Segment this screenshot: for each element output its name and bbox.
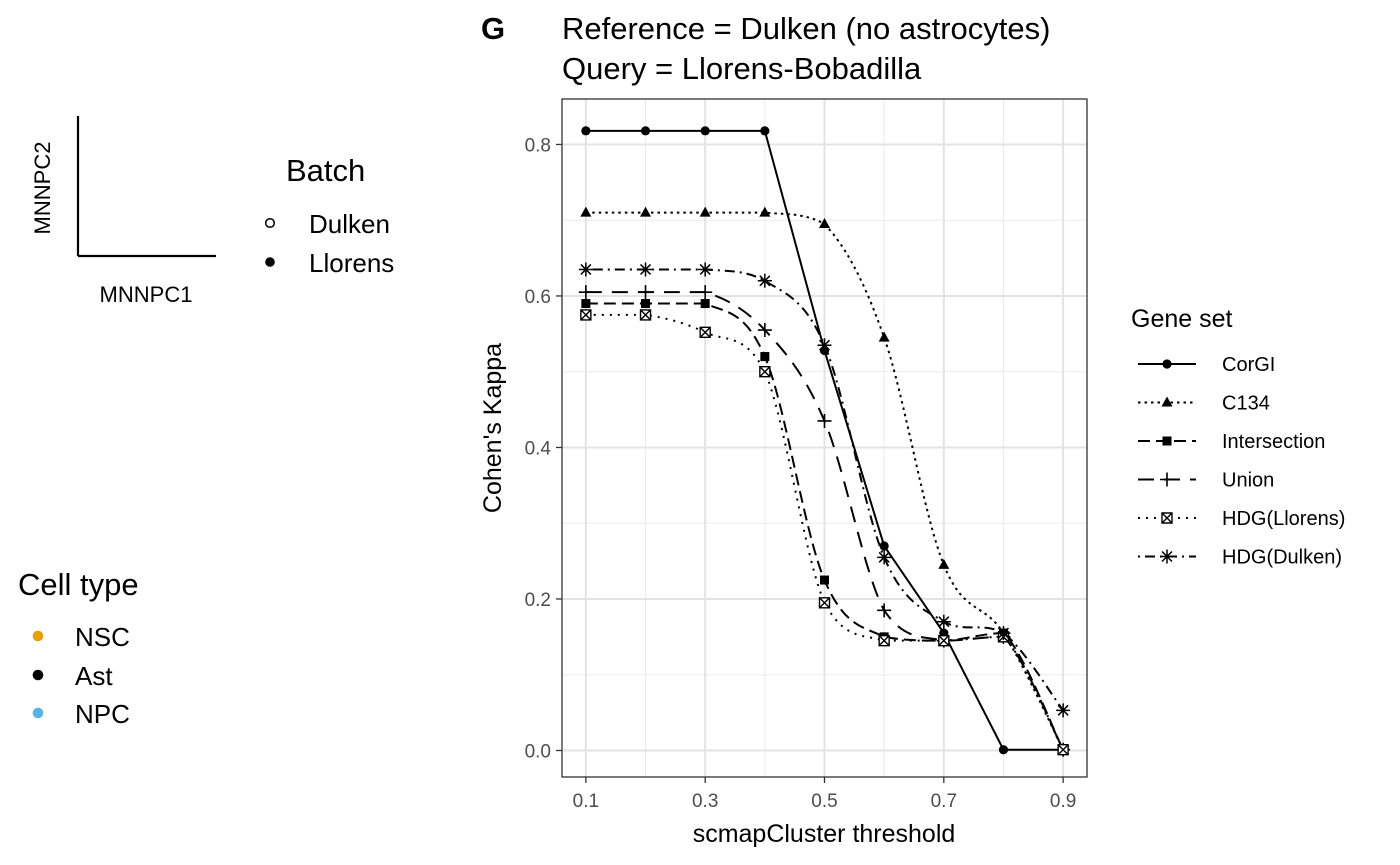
- x-axis-title: scmapCluster threshold: [693, 820, 956, 848]
- y-tick-label: 0.2: [525, 590, 551, 611]
- data-point-c134: [759, 206, 771, 217]
- data-point-hdg-dulken: [757, 273, 772, 288]
- legend-key-marker-corgi: [1162, 359, 1172, 369]
- left-axis-schematic: MNNPC1 MNNPC2: [30, 116, 216, 307]
- legend-item-union: Union: [1222, 470, 1274, 492]
- data-point-hdg-dulken: [936, 614, 951, 629]
- x-tick-label: 0.9: [1050, 791, 1076, 812]
- y-tick-label: 0.6: [525, 287, 551, 308]
- x-tick-label: 0.3: [692, 791, 718, 812]
- celltype-legend-item-ast: Ast: [75, 661, 113, 691]
- data-point-corgi: [700, 126, 710, 136]
- data-point-hdg-llorens: [580, 309, 592, 321]
- data-point-corgi: [998, 745, 1009, 755]
- data-point-intersection: [581, 299, 591, 309]
- data-point-hdg-llorens: [878, 634, 890, 647]
- ast-color-dot: [32, 669, 44, 681]
- data-point-c134: [938, 558, 950, 569]
- filled-circle-marker: [265, 257, 275, 267]
- batch-legend-item-dulken: Dulken: [309, 209, 390, 239]
- legend-item-corgi: CorGI: [1222, 354, 1275, 376]
- legend-item-hdg-llorens: HDG(Llorens): [1222, 508, 1345, 530]
- data-point-hdg-dulken: [877, 550, 892, 565]
- x-tick-label: 0.7: [931, 791, 957, 812]
- data-point-hdg-llorens: [818, 597, 831, 609]
- batch-legend-title: Batch: [286, 153, 365, 188]
- series-line-intersection: [585, 302, 1065, 751]
- data-point-c134: [699, 206, 711, 217]
- data-point-corgi: [879, 541, 889, 551]
- data-point-hdg-llorens: [1057, 744, 1069, 756]
- legend-key-marker-c134: [1161, 396, 1173, 407]
- data-point-hdg-llorens: [759, 366, 771, 378]
- legend-item-hdg-dulken: HDG(Dulken): [1222, 547, 1342, 569]
- data-point-intersection: [760, 352, 770, 362]
- gene-set-legend-title: Gene set: [1131, 305, 1233, 333]
- data-point-union: [817, 413, 832, 428]
- legend-key-marker-hdg-dulken: [1160, 549, 1174, 564]
- data-point-hdg-dulken: [1056, 703, 1071, 718]
- celltype-legend-item-nsc: NSC: [75, 622, 130, 652]
- data-point-hdg-llorens: [938, 634, 950, 647]
- x-tick-label: 0.1: [573, 791, 599, 812]
- data-point-intersection: [641, 299, 651, 309]
- panel-letter: G: [481, 11, 505, 46]
- batch-legend: Batch Dulken Llorens: [264, 153, 394, 278]
- data-point-corgi: [640, 126, 651, 136]
- data-point-union: [757, 323, 772, 338]
- data-point-c134: [580, 206, 592, 217]
- npc-color-dot: [32, 707, 44, 719]
- chart-title-line1: Reference = Dulken (no astrocytes): [562, 11, 1050, 46]
- y-tick-label: 0.4: [525, 438, 552, 459]
- left-x-axis-label: MNNPC1: [100, 282, 193, 307]
- series-line-hdg-dulken: [585, 268, 1064, 711]
- legend-key-marker-union: [1160, 472, 1174, 487]
- nsc-color-dot: [32, 630, 44, 642]
- data-point-hdg-llorens: [639, 309, 652, 321]
- chart-title-line2: Query = Llorens-Bobadilla: [562, 51, 922, 86]
- data-point-hdg-dulken: [996, 626, 1011, 641]
- y-axis-title: Cohen's Kappa: [479, 343, 507, 513]
- data-point-hdg-dulken: [578, 262, 593, 277]
- open-circle-marker: [264, 217, 276, 229]
- data-point-hdg-dulken: [817, 338, 832, 353]
- legend-item-c134: C134: [1222, 393, 1270, 415]
- data-point-hdg-dulken: [698, 262, 713, 277]
- series-line-hdg-llorens: [585, 313, 1065, 751]
- data-point-union: [578, 285, 593, 300]
- data-point-union: [698, 285, 713, 300]
- batch-legend-item-llorens: Llorens: [309, 248, 394, 278]
- left-y-axis-label: MNNPC2: [30, 142, 55, 235]
- series-line-c134: [585, 211, 1065, 751]
- legend-key-marker-hdg-llorens: [1161, 512, 1173, 524]
- y-tick-label: 0.0: [525, 741, 551, 762]
- plot-panel: 0.0 0.2 0.4 0.6 0.8 0.1 0.3 0.5 0.7 0.9: [525, 98, 1088, 812]
- data-point-union: [638, 285, 653, 300]
- gene-set-legend: Gene set CorGI C134 Intersection Union HDG(L…: [1131, 305, 1345, 569]
- data-point-intersection: [820, 575, 829, 585]
- x-tick-label: 0.5: [811, 791, 837, 812]
- data-point-hdg-llorens: [699, 326, 711, 339]
- celltype-legend-item-npc: NPC: [75, 699, 130, 729]
- data-point-corgi: [760, 126, 770, 136]
- data-point-c134: [878, 331, 890, 342]
- legend-key-marker-intersection: [1162, 436, 1172, 446]
- data-point-c134: [640, 206, 652, 217]
- data-point-union: [877, 603, 892, 618]
- data-point-corgi: [581, 126, 591, 136]
- legend-item-intersection: Intersection: [1222, 431, 1325, 453]
- data-point-hdg-dulken: [638, 262, 653, 277]
- celltype-legend-title: Cell type: [18, 567, 139, 602]
- data-point-c134: [819, 217, 830, 228]
- y-tick-label: 0.8: [525, 135, 551, 156]
- celltype-legend: Cell type NSC Ast NPC: [18, 567, 139, 729]
- data-point-intersection: [700, 299, 710, 309]
